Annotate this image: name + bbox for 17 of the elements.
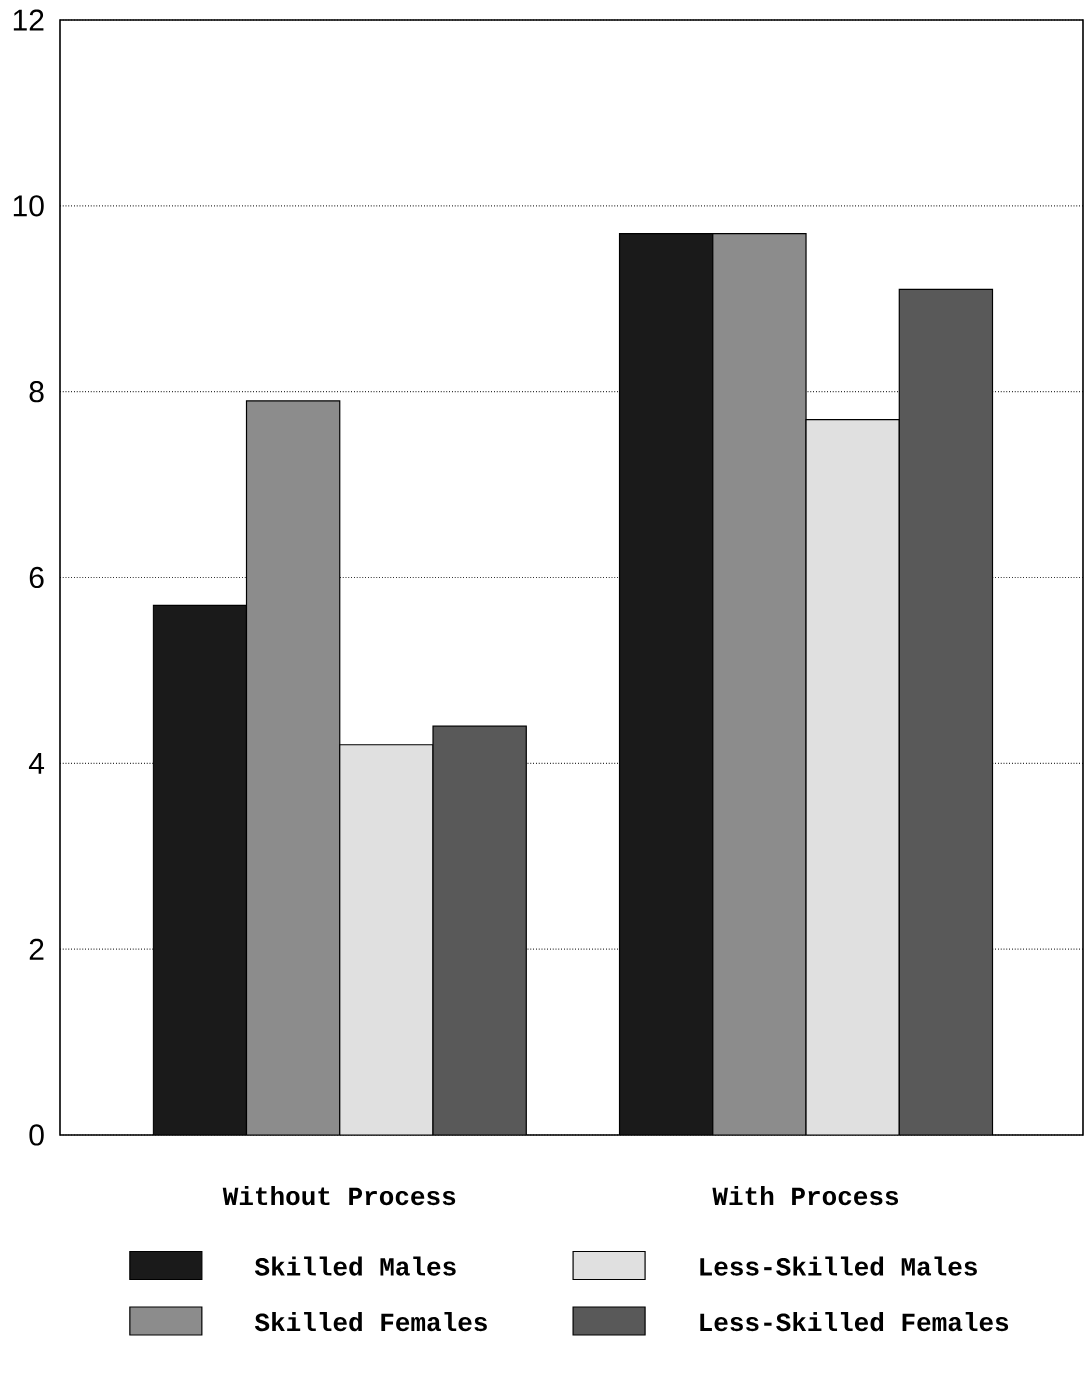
y-tick-label: 4 (28, 753, 45, 774)
legend-label: Less-Skilled Females (700, 1312, 1009, 1332)
bar (432, 725, 527, 1135)
x-tick-label: Without Process (222, 1186, 456, 1206)
y-tick-label: 12 (13, 9, 44, 31)
x-tick-label: With Process (712, 1186, 899, 1206)
legend-label: Skilled Females (254, 1312, 487, 1332)
bar (339, 744, 434, 1135)
legend-label: Less-Skilled Males (700, 1256, 977, 1276)
legend-label: Skilled Males (254, 1256, 456, 1276)
y-tick-label: 8 (29, 381, 44, 403)
y-tick-label: 6 (29, 566, 44, 589)
bar (805, 418, 900, 1135)
y-tick-label: 2 (29, 938, 44, 960)
y-tick-label: 0 (29, 1124, 44, 1146)
y-tick-label: 10 (13, 195, 44, 217)
bar (898, 288, 994, 1135)
